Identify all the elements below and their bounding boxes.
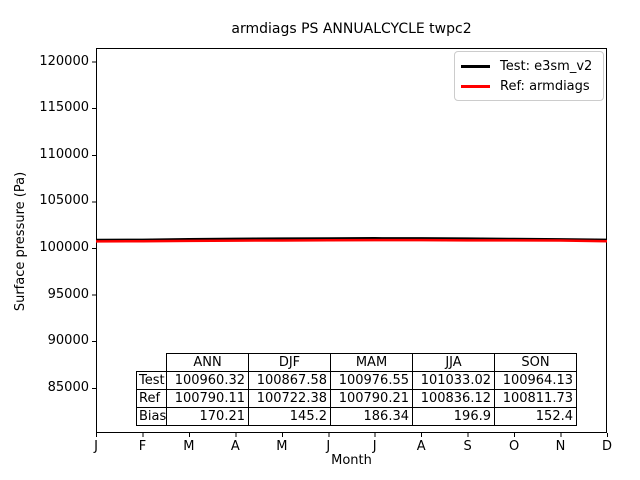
legend-label: Test: e3sm_v2: [500, 58, 593, 74]
table-cell: 100790.21: [330, 389, 413, 408]
table-cell: 100811.73: [494, 389, 577, 408]
table-cell: 100867.58: [248, 371, 331, 390]
legend: Test: e3sm_v2 Ref: armdiags: [454, 51, 604, 101]
table-row: Test 100960.32 100867.58 100976.55 101033.02…: [136, 371, 577, 390]
table-cell: 186.34: [330, 407, 413, 426]
table-cell: 152.4: [494, 407, 577, 426]
test-e3sm-v2-line-swatch: [461, 64, 490, 68]
table-row-label: Ref: [136, 389, 167, 408]
table-cell: 196.9: [412, 407, 495, 426]
table-col-header: ANN: [166, 353, 249, 372]
table-cell: 101033.02: [412, 371, 495, 390]
table-cell: 100722.38: [248, 389, 331, 408]
table-cell: 170.21: [166, 407, 249, 426]
table-col-header: DJF: [248, 353, 331, 372]
table-cell: 100964.13: [494, 371, 577, 390]
test-e3sm-v2-line: [95, 237, 608, 242]
legend-label: Ref: armdiags: [500, 78, 590, 94]
x-axis-label: Month: [331, 453, 372, 468]
table-row: Bias 170.21 145.2 186.34 196.9 152.4: [136, 407, 577, 426]
table-row: Ref 100790.11 100722.38 100790.21 100836.12 1…: [136, 389, 577, 408]
table-cell: 100790.11: [166, 389, 249, 408]
table-col-header: MAM: [330, 353, 413, 372]
legend-entry: Ref: armdiags: [461, 76, 597, 96]
table-corner-cell: [137, 354, 167, 372]
table-col-header: JJA: [412, 353, 495, 372]
chart-title: armdiags PS ANNUALCYCLE twpc2: [231, 21, 472, 37]
stats-table: ANN DJF MAM JJA SON Test 100960.32 100867.58 100…: [136, 353, 577, 426]
legend-entry: Test: e3sm_v2: [461, 56, 597, 76]
table-cell: 100836.12: [412, 389, 495, 408]
table-col-header: SON: [494, 353, 577, 372]
table-cell: 100976.55: [330, 371, 413, 390]
ref-armdiags-line-swatch: [461, 84, 490, 88]
table-row-label: Bias: [136, 407, 167, 426]
table-cell: 100960.32: [166, 371, 249, 390]
table-cell: 145.2: [248, 407, 331, 426]
table-row-label: Test: [136, 371, 167, 390]
ref-armdiags-line: [95, 238, 608, 243]
